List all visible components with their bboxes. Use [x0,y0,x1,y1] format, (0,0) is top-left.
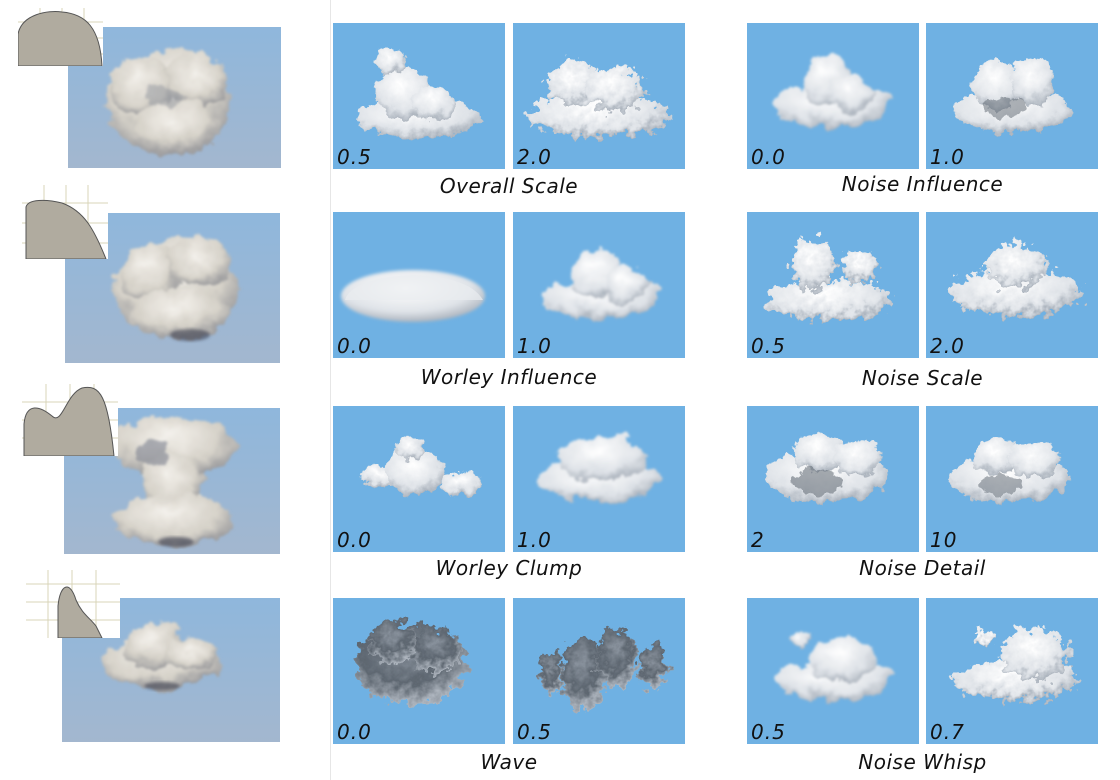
parameter-value-label: 10 [930,528,958,552]
parameter-render-tile: 0.5 [333,23,505,169]
parameter-caption: Noise Influence [841,172,1004,196]
parameter-value-label: 0.0 [337,528,372,552]
density-profile-icon [22,185,108,259]
parameter-render-tile: 0.7 [926,598,1098,744]
parameter-value-label: 0.7 [930,720,965,744]
parameter-value-label: 0.5 [751,334,786,358]
parameter-value-label: 2.0 [517,145,552,169]
parameter-render-tile: 0.5 [747,212,919,358]
parameter-render-tile: 0.0 [333,406,505,552]
parameter-value-label: 1.0 [930,145,965,169]
parameter-render-tile: 0.5 [747,598,919,744]
parameter-value-label: 0.5 [751,720,786,744]
parameter-value-label: 0.0 [751,145,786,169]
parameter-render-tile: 0.0 [333,212,505,358]
density-profile-icon [22,384,118,456]
parameter-caption: Worley Clump [435,556,583,580]
parameter-value-label: 0.0 [337,720,372,744]
parameter-render-tile: 1.0 [513,212,685,358]
parameter-render-tile: 0.0 [333,598,505,744]
parameter-value-label: 0.5 [337,145,372,169]
parameter-render-tile: 1.0 [926,23,1098,169]
parameter-value-label: 2 [751,528,765,552]
parameter-render-tile: 2 [747,406,919,552]
parameter-render-tile: 2.0 [513,23,685,169]
density-profile-icon [26,570,120,638]
parameter-render-tile: 2.0 [926,212,1098,358]
parameter-render-tile: 0.0 [747,23,919,169]
parameter-render-tile: 10 [926,406,1098,552]
parameter-value-label: 2.0 [930,334,965,358]
parameter-render-tile: 1.0 [513,406,685,552]
parameter-value-label: 0.0 [337,334,372,358]
parameter-caption: Noise Detail [859,556,986,580]
parameter-caption: Overall Scale [439,174,579,198]
reference-cloud-image [68,27,281,168]
parameter-caption: Noise Whisp [858,750,987,774]
parameter-caption: Noise Scale [861,366,984,390]
parameter-caption: Wave [480,750,538,774]
parameter-value-label: 0.5 [517,720,552,744]
column-divider [330,0,331,780]
parameter-render-tile: 0.5 [513,598,685,744]
parameter-value-label: 1.0 [517,528,552,552]
density-profile-icon [18,8,103,66]
parameter-value-label: 1.0 [517,334,552,358]
parameter-caption: Worley Influence [420,365,598,389]
